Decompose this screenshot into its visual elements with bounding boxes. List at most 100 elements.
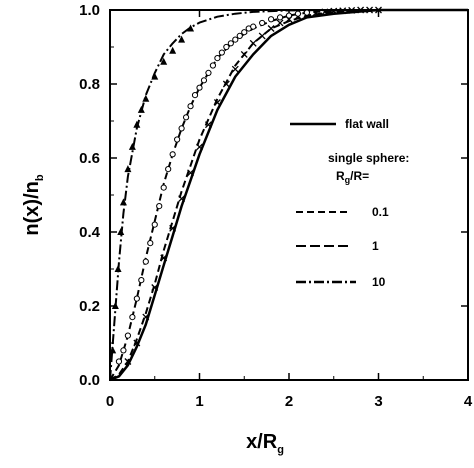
series-5-point <box>276 14 284 21</box>
series-4-point <box>375 6 382 14</box>
series-5-point <box>147 240 154 247</box>
legend-label-flat-wall: flat wall <box>345 117 389 131</box>
series-5-point <box>303 9 310 16</box>
series-5-point <box>133 295 140 302</box>
series-6-point <box>128 142 136 150</box>
y-tick-label-4: 0.8 <box>79 76 100 93</box>
series-4-point <box>222 80 230 88</box>
series-4-point <box>258 32 266 40</box>
series-2-line <box>109 9 468 381</box>
series-5-point <box>227 40 234 47</box>
series-6-point <box>187 24 195 32</box>
series-5-point <box>218 49 225 56</box>
legend-label-10: 10 <box>372 275 386 289</box>
legend-group-sublabel: Rg/R= <box>336 169 369 185</box>
series-4-point <box>321 8 329 16</box>
series-5-point <box>129 314 136 321</box>
y-tick-label-3: 0.6 <box>79 150 100 167</box>
series-5-point <box>115 358 123 365</box>
series-1-line <box>109 9 468 381</box>
series-5-point <box>156 203 163 210</box>
series-4-point <box>249 39 257 47</box>
plot-frame <box>109 9 469 381</box>
series-4-point <box>160 254 168 262</box>
series-5-point <box>169 151 176 158</box>
series-5-point <box>142 258 149 265</box>
legend-label-0-1: 0.1 <box>372 205 389 219</box>
y-tick-label-0: 0.0 <box>79 372 100 389</box>
legend-group-label: single sphere: <box>328 151 409 165</box>
series-4-point <box>312 9 320 17</box>
series-6-point <box>133 120 141 128</box>
y-tick-label-1: 0.2 <box>79 298 100 315</box>
series-4-point <box>133 339 141 347</box>
y-tick-label-5: 1.0 <box>79 2 100 19</box>
series-0-line <box>109 8 468 382</box>
series-5-point <box>200 77 208 84</box>
series-5-point <box>120 347 127 354</box>
series-5-point <box>196 84 203 91</box>
series-6-point <box>151 72 159 80</box>
series-4-point <box>151 284 159 291</box>
series-6-point <box>119 198 127 206</box>
series-4-point <box>339 7 347 15</box>
series-5-point <box>191 92 199 99</box>
series-6-point <box>169 46 177 54</box>
series-4-point <box>276 19 284 27</box>
series-4-point <box>124 358 132 365</box>
series-5-point <box>232 36 239 43</box>
series-4-point <box>142 313 150 321</box>
series-3-line <box>109 9 468 381</box>
series-4-point <box>267 25 275 32</box>
series-4-point <box>213 99 221 106</box>
series-5-point <box>250 23 257 30</box>
series-6-point <box>114 265 122 272</box>
series-5-point <box>259 19 266 27</box>
plot-area: 0 1 2 3 4 0.0 0.2 0.4 0.6 0.8 1.0 <box>79 2 473 410</box>
series-5-point <box>174 136 181 143</box>
x-tick-label-0: 0 <box>106 393 114 410</box>
x-tick-label-2: 2 <box>285 393 293 410</box>
series-5-point <box>236 32 243 40</box>
series-6-point <box>109 346 117 354</box>
y-tick-label-2: 0.4 <box>79 224 101 241</box>
series-6-point <box>117 228 125 235</box>
y-axis-title: n(x)/nb <box>21 174 46 235</box>
series-4-point <box>348 6 356 14</box>
legend: flat wall single sphere: Rg/R= 0.1 1 10 <box>290 117 409 289</box>
x-axis-title: x/Rg <box>246 431 284 456</box>
series-4-point <box>204 121 212 129</box>
series-6-point <box>160 57 168 65</box>
series-4-point <box>196 143 203 151</box>
series-4-point <box>187 169 195 177</box>
series-5-point <box>160 184 167 191</box>
series-4-point <box>169 224 177 232</box>
x-tick-label-4: 4 <box>464 393 473 410</box>
series-5-point <box>209 62 217 69</box>
series-5-point <box>223 43 230 51</box>
series-5-point <box>182 114 190 121</box>
series-4-point <box>357 6 365 14</box>
series-4-point <box>330 7 338 15</box>
series-5-point <box>268 16 275 23</box>
series-5-point <box>165 166 172 173</box>
series-5-point <box>187 103 194 110</box>
series-5-point <box>178 125 185 132</box>
series-4-point <box>178 195 186 203</box>
x-tick-label-1: 1 <box>195 393 203 410</box>
series-4-point <box>231 65 239 73</box>
series-6-point <box>137 105 145 113</box>
series-5-point <box>294 10 302 17</box>
series-5-point <box>151 221 158 228</box>
series-5-point <box>124 332 132 339</box>
series-5-point <box>285 12 293 19</box>
series-5-point <box>205 69 212 77</box>
series-5-point <box>138 277 145 284</box>
series-6-point <box>142 94 150 102</box>
series-4-point <box>240 50 248 58</box>
legend-label-1: 1 <box>372 239 379 253</box>
series-6-point <box>111 302 119 309</box>
series-4-point <box>366 6 374 14</box>
x-tick-label-3: 3 <box>374 393 382 410</box>
